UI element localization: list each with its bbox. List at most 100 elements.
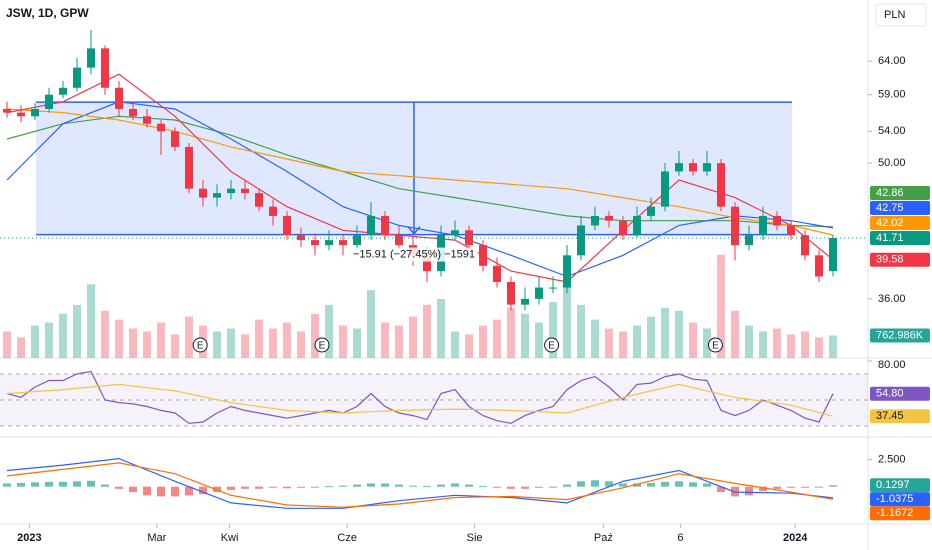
candle-body bbox=[423, 255, 431, 272]
volume-bar bbox=[213, 331, 221, 358]
moving-average bbox=[6, 73, 834, 283]
volume-bar bbox=[3, 331, 11, 358]
macd-histogram-bar bbox=[255, 486, 263, 489]
volume-bar bbox=[325, 304, 333, 358]
candle-body bbox=[577, 225, 585, 256]
candle-body bbox=[815, 255, 823, 277]
value-badge-label: 37.45 bbox=[876, 410, 904, 422]
candle-body bbox=[773, 215, 781, 226]
value-badge-label: -1.0375 bbox=[876, 493, 913, 505]
macd-histogram-bar bbox=[507, 486, 515, 489]
currency-button[interactable] bbox=[875, 3, 927, 27]
value-badge-label: 42.02 bbox=[876, 217, 904, 229]
volume-bar bbox=[829, 335, 837, 358]
volume-bar bbox=[577, 304, 585, 358]
macd-histogram-bar bbox=[185, 486, 193, 496]
macd-histogram-bar bbox=[549, 486, 557, 488]
macd-histogram-bar bbox=[59, 481, 67, 487]
earnings-label: E bbox=[197, 341, 204, 352]
macd-histogram-bar bbox=[535, 486, 543, 488]
y-tick-label: 54.00 bbox=[878, 125, 906, 137]
candle-body bbox=[17, 112, 25, 117]
volume-bar bbox=[87, 284, 95, 358]
candle-body bbox=[633, 215, 641, 236]
volume-bar bbox=[367, 290, 375, 358]
candle-body bbox=[535, 287, 543, 299]
macd-histogram-bar bbox=[759, 486, 767, 492]
macd-histogram-bar bbox=[577, 481, 585, 487]
volume-bar bbox=[353, 328, 361, 358]
macd-histogram-bar bbox=[493, 486, 501, 488]
candle-body bbox=[731, 206, 739, 246]
macd-histogram-bar bbox=[717, 486, 725, 493]
value-badge bbox=[870, 506, 930, 521]
volume-bar bbox=[283, 322, 291, 358]
volume-bar bbox=[451, 331, 459, 358]
volume-bar bbox=[59, 313, 67, 358]
macd-histogram-bar bbox=[591, 480, 599, 487]
volume-bar bbox=[759, 331, 767, 358]
macd-histogram-bar bbox=[801, 486, 809, 488]
candle-body bbox=[185, 146, 193, 189]
volume-bar bbox=[115, 319, 123, 358]
candle-body bbox=[213, 193, 221, 198]
candle-body bbox=[87, 48, 95, 68]
volume-bar bbox=[549, 301, 557, 358]
volume-bar bbox=[395, 325, 403, 358]
volume-bar bbox=[143, 331, 151, 358]
volume-bar bbox=[241, 334, 249, 358]
volume-bar bbox=[591, 319, 599, 358]
earnings-marker bbox=[707, 337, 723, 353]
volume-bar bbox=[269, 328, 277, 358]
macd-histogram-bar bbox=[787, 486, 795, 488]
volume-bar bbox=[745, 325, 753, 358]
volume-bar bbox=[171, 334, 179, 358]
macd-histogram-bar bbox=[689, 482, 697, 487]
value-badge bbox=[870, 252, 930, 267]
candle-body bbox=[549, 287, 557, 289]
volume-bar bbox=[129, 328, 137, 358]
moving-average bbox=[6, 101, 834, 278]
macd-histogram-bar bbox=[143, 486, 151, 496]
macd-histogram-bar bbox=[465, 484, 473, 487]
volume-bar bbox=[675, 310, 683, 358]
measure-label-bg bbox=[349, 247, 478, 262]
value-badge-label: 42.75 bbox=[876, 202, 904, 214]
volume-bar bbox=[45, 322, 53, 358]
candle-body bbox=[787, 225, 795, 236]
volume-bar bbox=[423, 304, 431, 358]
candle-body bbox=[241, 188, 249, 194]
macd-histogram-bar bbox=[675, 481, 683, 487]
value-badge bbox=[870, 231, 930, 246]
macd-histogram-bar bbox=[619, 483, 627, 487]
macd-line bbox=[6, 462, 834, 508]
volume-bar bbox=[493, 319, 501, 358]
candle-body bbox=[199, 188, 207, 198]
macd-histogram-bar bbox=[325, 486, 333, 488]
candle-body bbox=[367, 215, 375, 236]
candle-body bbox=[115, 87, 123, 109]
earnings-label: E bbox=[319, 341, 326, 352]
chart-title: JSW, 1D, GPW bbox=[6, 6, 89, 20]
earnings-marker bbox=[314, 337, 330, 353]
value-badge-label: 41.71 bbox=[876, 232, 904, 244]
y-tick-label: 59.00 bbox=[878, 89, 906, 101]
x-tick-label: Mar bbox=[147, 532, 166, 544]
macd-histogram-bar bbox=[563, 484, 571, 487]
candle-body bbox=[171, 131, 179, 147]
candle-body bbox=[605, 215, 613, 221]
value-badge-label: 762.986K bbox=[876, 329, 924, 341]
macd-histogram-bar bbox=[115, 486, 123, 489]
volume-bar bbox=[689, 322, 697, 358]
macd-histogram-bar bbox=[171, 486, 179, 497]
macd-histogram-bar bbox=[241, 486, 249, 489]
candle-body bbox=[73, 67, 81, 88]
value-badge bbox=[870, 201, 930, 216]
x-tick-label: Kwi bbox=[221, 532, 239, 544]
value-badge-label: 42.86 bbox=[876, 187, 904, 199]
candle-body bbox=[647, 206, 655, 216]
candle-body bbox=[493, 265, 501, 282]
macd-histogram-bar bbox=[17, 482, 25, 487]
candle-body bbox=[339, 240, 347, 246]
